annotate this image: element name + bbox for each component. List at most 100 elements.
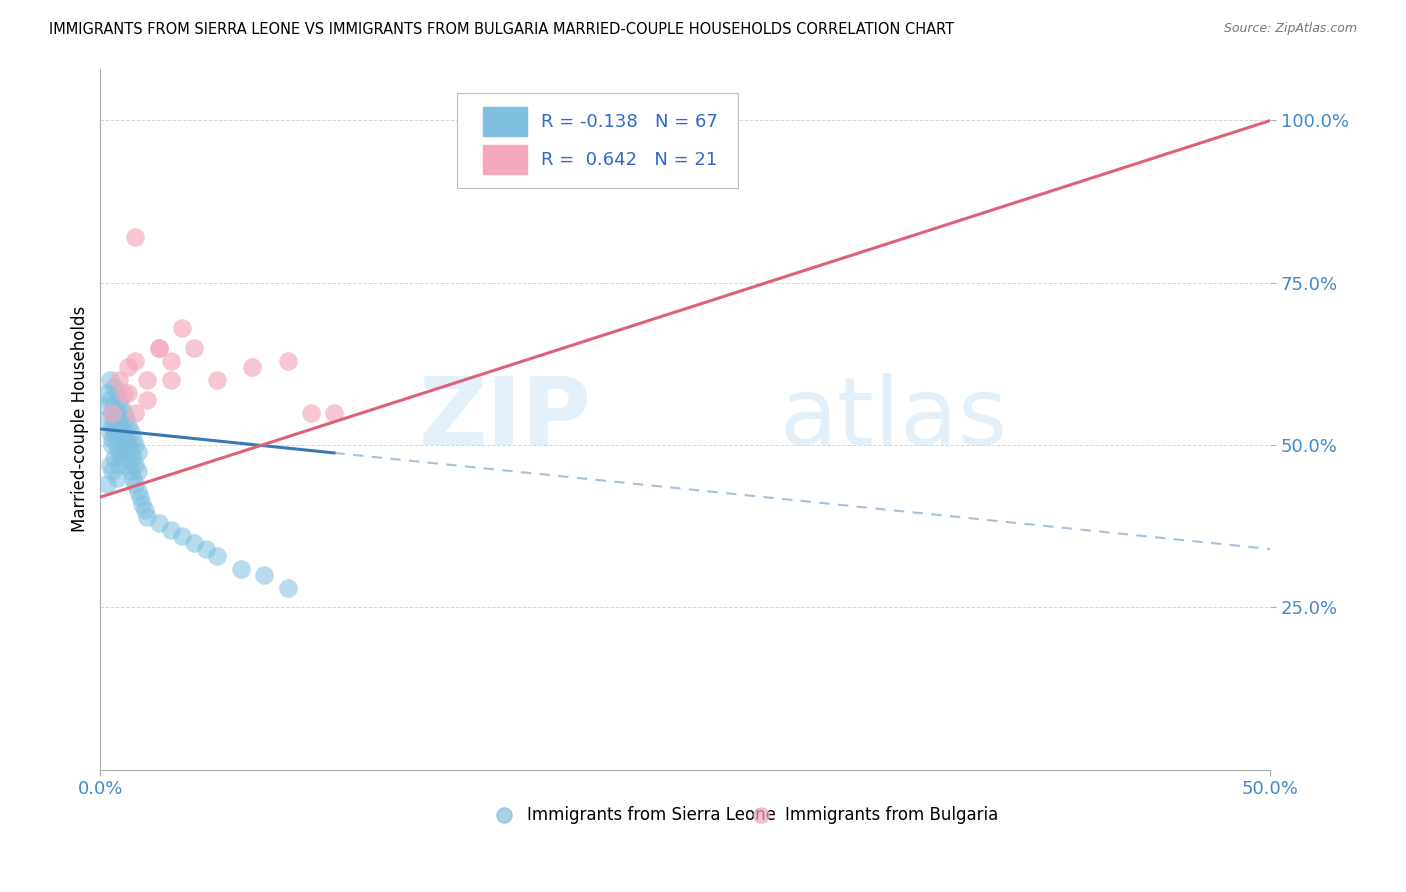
Point — [120, 444, 142, 458]
Point — [194, 542, 217, 557]
Point — [242, 360, 264, 375]
Point — [96, 477, 118, 491]
Point — [136, 373, 159, 387]
Point — [127, 444, 149, 458]
Point — [108, 444, 131, 458]
Point — [105, 386, 128, 401]
Bar — [482, 145, 527, 174]
Point — [122, 451, 145, 466]
Point — [103, 399, 125, 413]
Point — [127, 464, 149, 478]
Point — [105, 406, 128, 420]
Point — [129, 490, 152, 504]
Point — [101, 464, 124, 478]
Point — [124, 458, 146, 472]
Point — [148, 341, 170, 355]
Point — [110, 432, 132, 446]
Point — [110, 444, 132, 458]
Point — [323, 406, 346, 420]
Point — [108, 458, 131, 472]
Point — [103, 380, 125, 394]
Point — [124, 438, 146, 452]
Point — [117, 418, 139, 433]
Point — [112, 451, 135, 466]
Point — [110, 418, 132, 433]
Point — [101, 406, 124, 420]
Point — [172, 321, 194, 335]
Point — [253, 568, 276, 582]
Point — [103, 425, 125, 439]
Point — [105, 438, 128, 452]
Point — [105, 470, 128, 484]
Point — [112, 425, 135, 439]
Point — [207, 549, 229, 563]
Point — [115, 432, 138, 446]
Point — [115, 438, 138, 452]
Point — [98, 373, 121, 387]
Point — [148, 341, 170, 355]
Point — [117, 360, 139, 375]
Point — [98, 425, 121, 439]
Point — [101, 438, 124, 452]
FancyBboxPatch shape — [457, 93, 738, 187]
Point — [108, 392, 131, 407]
Text: atlas: atlas — [779, 373, 1007, 465]
Text: Immigrants from Sierra Leone: Immigrants from Sierra Leone — [527, 806, 776, 824]
Point — [94, 399, 117, 413]
Bar — [482, 107, 527, 136]
Point — [98, 392, 121, 407]
Point — [229, 561, 252, 575]
Point — [124, 406, 146, 420]
Point — [124, 353, 146, 368]
Point — [183, 535, 205, 549]
Point — [131, 497, 153, 511]
Point — [124, 477, 146, 491]
Point — [96, 386, 118, 401]
Point — [148, 516, 170, 530]
Text: R = -0.138   N = 67: R = -0.138 N = 67 — [541, 112, 718, 130]
Point — [117, 386, 139, 401]
Point — [117, 458, 139, 472]
Point — [207, 373, 229, 387]
Point — [159, 353, 181, 368]
Point — [897, 805, 920, 819]
Point — [101, 406, 124, 420]
Point — [277, 581, 299, 595]
Text: Immigrants from Bulgaria: Immigrants from Bulgaria — [785, 806, 998, 824]
Point — [122, 432, 145, 446]
Point — [101, 418, 124, 433]
Point — [134, 503, 156, 517]
Point — [159, 373, 181, 387]
Point — [136, 392, 159, 407]
Point — [277, 353, 299, 368]
Point — [108, 412, 131, 426]
Point — [110, 399, 132, 413]
Point — [124, 230, 146, 244]
Point — [101, 432, 124, 446]
Point — [98, 458, 121, 472]
Point — [108, 373, 131, 387]
Point — [117, 438, 139, 452]
Text: IMMIGRANTS FROM SIERRA LEONE VS IMMIGRANTS FROM BULGARIA MARRIED-COUPLE HOUSEHOL: IMMIGRANTS FROM SIERRA LEONE VS IMMIGRAN… — [49, 22, 955, 37]
Point — [103, 412, 125, 426]
Point — [120, 464, 142, 478]
Point — [159, 523, 181, 537]
Point — [103, 451, 125, 466]
Point — [108, 425, 131, 439]
Text: ZIP: ZIP — [419, 373, 592, 465]
Point — [127, 483, 149, 498]
Y-axis label: Married-couple Households: Married-couple Households — [72, 306, 89, 533]
Point — [172, 529, 194, 543]
Point — [105, 418, 128, 433]
Text: Source: ZipAtlas.com: Source: ZipAtlas.com — [1223, 22, 1357, 36]
Point — [183, 341, 205, 355]
Point — [112, 444, 135, 458]
Point — [112, 406, 135, 420]
Point — [115, 412, 138, 426]
Text: R =  0.642   N = 21: R = 0.642 N = 21 — [541, 151, 717, 169]
Point — [112, 386, 135, 401]
Point — [96, 412, 118, 426]
Point — [120, 425, 142, 439]
Point — [122, 470, 145, 484]
Point — [299, 406, 322, 420]
